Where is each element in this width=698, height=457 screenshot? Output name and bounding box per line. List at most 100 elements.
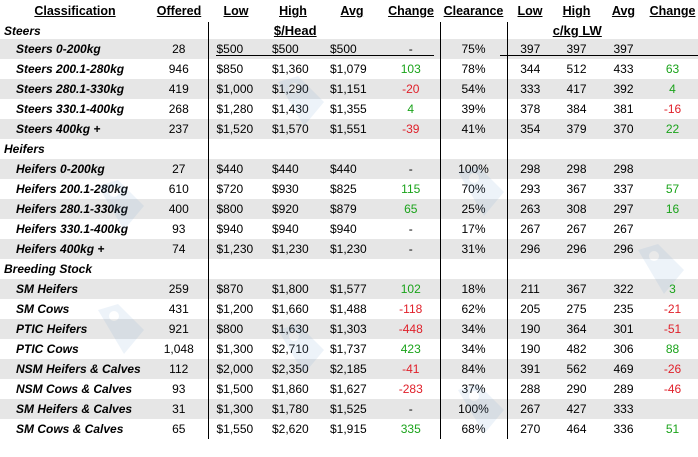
unit-lw-label: c/kg LW [506,22,647,39]
row-avg: $825 [330,182,357,196]
row-lw-high: 367 [553,279,600,299]
row-lw-avg: 297 [600,199,647,219]
table-row: SM Heifers & Calves 31 $1,300 $1,780 $1,525-… [0,399,698,419]
row-lw-avg: 267 [613,222,634,236]
row-clearance: 54% [440,79,507,99]
row-lw-low: 270 [506,419,553,439]
row-lw-avg: 322 [600,279,647,299]
row-lw-avg: 392 [600,79,647,99]
row-lw-change [647,239,698,259]
row-lw-high: 290 [566,382,587,396]
row-change: 335 [382,419,441,439]
row-high: $1,780 [264,399,322,419]
row-high: $1,230 [264,239,322,259]
header-classification: Classification [34,4,116,18]
row-avg: $1,577 [322,279,382,299]
row-lw-low: 267 [506,219,553,239]
row-avg: $2,185 [322,359,382,379]
row-high: $2,620 [272,422,309,436]
row-offered: 237 [150,119,209,139]
row-change: -39 [382,119,441,139]
row-offered: 610 [150,179,209,199]
row-lw-avg: 235 [613,302,634,316]
row-classification: Heifers 400kg + [0,239,150,259]
row-low: $1,520 [208,119,264,139]
row-low: $1,000 [208,79,264,99]
row-change: -118 [382,299,441,319]
row-lw-low: 296 [506,239,553,259]
unit-lw-underline [500,55,698,56]
row-avg: $1,525 [322,399,382,419]
header-change: Change [388,4,434,18]
header-lw-high: High [562,4,591,18]
row-lw-change: 88 [665,342,680,356]
row-offered: 259 [150,279,209,299]
table-row: PTIC Heifers 921 $800 $1,630 $1,303 -448 34% 19… [0,319,698,339]
row-low: $2,000 [208,359,264,379]
table-row: NSM Heifers & Calves 112 $2,000 $2,350 $2,18… [0,359,698,379]
table-row: Steers 400kg +237 $1,520 $1,570 $1,551 -39 41… [0,119,698,139]
table-row: NSM Cows & Calves 93 $1,500 $1,860 $1,627 -28… [0,379,698,399]
row-low: $1,300 [216,342,254,356]
row-low: $1,200 [216,302,254,316]
row-lw-change [647,159,698,179]
row-change: 103 [382,59,441,79]
header-clearance: Clearance [443,4,504,18]
row-change: 115 [382,179,441,199]
row-lw-low: 205 [506,299,553,319]
row-classification: NSM Cows & Calves [16,382,133,396]
row-classification: Heifers 330.1-400kg [16,222,129,236]
row-low: $500 [208,39,264,59]
row-high: $920 [264,199,322,219]
row-clearance: 31% [440,239,507,259]
table-row: Steers 0-200kg 28 $500 $500 $500-75% 397 397 39… [0,39,698,59]
row-lw-high: 397 [553,39,600,59]
table-row: Steers 200.1-280kg 946 $850 $1,360 $1,079 103… [0,59,698,79]
row-classification: SM Cows & Calves [16,422,124,436]
row-low: $940 [216,222,244,236]
row-high: $2,350 [264,359,322,379]
row-lw-high: 482 [566,342,587,356]
row-clearance: 78% [461,62,486,76]
row-lw-avg: 306 [613,342,634,356]
row-avg: $500 [322,39,382,59]
header-lw-low: Low [517,4,543,18]
row-classification: PTIC Cows [16,342,79,356]
row-clearance: 18% [440,279,507,299]
row-offered: 112 [150,359,209,379]
row-lw-high: 464 [566,422,587,436]
row-change: - [382,219,441,239]
row-avg: $1,627 [330,382,367,396]
row-lw-low: 190 [506,339,553,359]
row-lw-high: 384 [566,102,587,116]
row-clearance: 34% [461,342,486,356]
row-classification: Steers 280.1-330kg [0,79,150,99]
row-high: $1,860 [272,382,309,396]
row-change: 423 [382,339,441,359]
row-offered: 31 [150,399,209,419]
row-lw-high: 562 [553,359,600,379]
header-offered: Offered [156,4,202,18]
row-low: $1,550 [216,422,254,436]
row-lw-avg: 397 [600,39,647,59]
row-classification: SM Cows [16,302,70,316]
row-lw-low: 293 [506,179,553,199]
row-lw-high: 427 [553,399,600,419]
row-low: $800 [208,319,264,339]
row-lw-low: 288 [506,379,553,399]
section-row-steers: Steers $/Head c/kg LW [0,22,698,39]
row-lw-change: 3 [647,279,698,299]
row-lw-change: -21 [663,302,682,316]
section-row: Heifers [0,139,698,159]
row-lw-high: 296 [553,239,600,259]
row-classification: Steers 0-200kg [0,39,150,59]
row-lw-low: 267 [506,399,553,419]
table-row: Heifers 200.1-280kg 610 $720 $930 $825 115 70%… [0,179,698,199]
sale-results-table: Classification Offered Low High Avg Chan… [0,4,698,439]
row-offered: 1,048 [150,339,209,359]
row-lw-avg: 296 [600,239,647,259]
row-clearance: 100% [440,159,507,179]
row-lw-avg: 333 [600,399,647,419]
row-lw-low: 298 [506,159,553,179]
row-change: 102 [382,279,441,299]
